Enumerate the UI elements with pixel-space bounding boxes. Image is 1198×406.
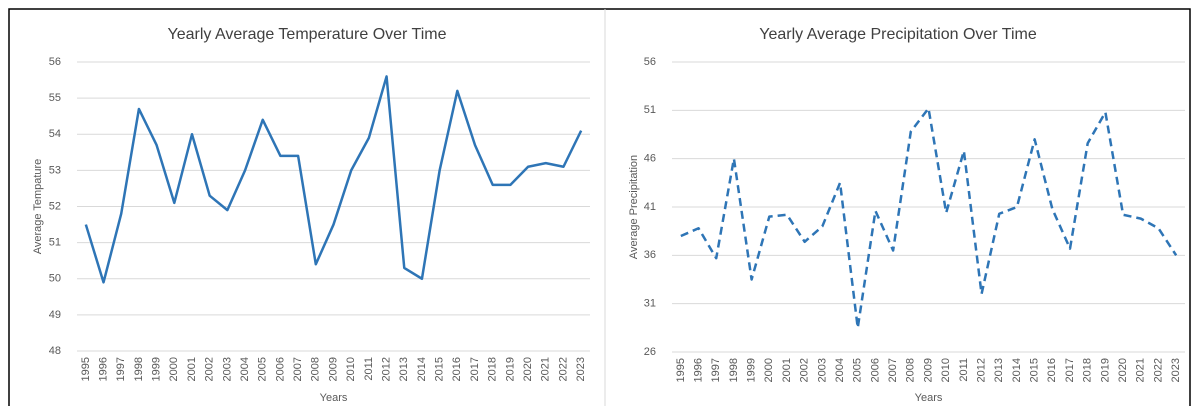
x-tick-label: 2013 — [398, 357, 410, 381]
y-axis-title: Average Precipitation — [628, 155, 640, 259]
x-tick-label: 2002 — [799, 358, 811, 382]
x-tick-label: 2023 — [575, 357, 587, 381]
x-tick-label: 2004 — [834, 358, 846, 382]
x-axis-title: Years — [320, 392, 348, 404]
x-tick-label: 2018 — [1082, 358, 1094, 382]
x-tick-label: 2017 — [1064, 358, 1076, 382]
x-tick-label: 2012 — [380, 357, 392, 381]
x-tick-label: 2021 — [540, 357, 552, 381]
x-tick-label: 2021 — [1135, 358, 1147, 382]
chart-title: Yearly Average Temperature Over Time — [168, 26, 447, 43]
x-tick-label: 2010 — [345, 357, 357, 381]
frame — [8, 8, 1191, 406]
data-line — [84, 75, 583, 284]
y-tick-label: 48 — [49, 345, 61, 357]
x-tick-label: 2002 — [204, 357, 216, 381]
x-tick-label: 2003 — [221, 357, 233, 381]
y-tick-label: 36 — [644, 249, 656, 261]
x-tick-label: 2017 — [469, 357, 481, 381]
x-tick-label: 2019 — [504, 357, 516, 381]
y-tick-label: 49 — [49, 309, 61, 321]
x-tick-label: 1997 — [115, 357, 127, 381]
x-tick-label: 2014 — [1011, 358, 1023, 382]
y-tick-label: 55 — [49, 92, 61, 104]
x-tick-label: 1996 — [97, 357, 109, 381]
x-tick-label: 2007 — [887, 358, 899, 382]
x-tick-label: 2001 — [186, 357, 198, 381]
x-tick-label: 2010 — [940, 358, 952, 382]
y-tick-label: 56 — [644, 56, 656, 68]
x-tick-label: 1998 — [133, 357, 145, 381]
x-tick-label: 2003 — [816, 358, 828, 382]
chart-title: Yearly Average Precipitation Over Time — [759, 26, 1037, 43]
x-tick-label: 2008 — [905, 358, 917, 382]
x-tick-label: 2016 — [1046, 358, 1058, 382]
x-tick-label: 2013 — [993, 358, 1005, 382]
x-tick-label: 2019 — [1099, 358, 1111, 382]
x-tick-label: 2023 — [1170, 358, 1182, 382]
x-tick-label: 2016 — [451, 357, 463, 381]
x-tick-label: 2015 — [434, 357, 446, 381]
x-tick-label: 2000 — [763, 358, 775, 382]
x-tick-label: 1999 — [151, 357, 163, 381]
x-tick-label: 2012 — [975, 358, 987, 382]
y-tick-label: 50 — [49, 273, 61, 285]
y-axis-title: Average Tempature — [32, 159, 44, 255]
y-tick-label: 31 — [644, 298, 656, 310]
data-line — [680, 107, 1178, 330]
y-tick-label: 56 — [49, 56, 61, 68]
x-tick-label: 2011 — [958, 358, 970, 382]
x-tick-label: 1995 — [675, 358, 687, 382]
x-tick-label: 2015 — [1029, 358, 1041, 382]
x-tick-label: 2014 — [416, 357, 428, 381]
x-tick-label: 2007 — [292, 357, 304, 381]
x-tick-label: 1999 — [746, 358, 758, 382]
x-tick-label: 2009 — [327, 357, 339, 381]
y-tick-label: 51 — [49, 237, 61, 249]
x-tick-label: 1998 — [728, 358, 740, 382]
x-tick-label: 2008 — [310, 357, 322, 381]
x-tick-label: 2004 — [239, 357, 251, 381]
x-tick-label: 2006 — [869, 358, 881, 382]
x-tick-label: 2018 — [487, 357, 499, 381]
x-tick-label: 2001 — [781, 358, 793, 382]
y-tick-label: 52 — [49, 200, 61, 212]
x-tick-label: 2005 — [257, 357, 269, 381]
y-tick-label: 53 — [49, 164, 61, 176]
x-tick-label: 1995 — [80, 357, 92, 381]
x-tick-label: 2022 — [1152, 358, 1164, 382]
x-tick-label: 2022 — [557, 357, 569, 381]
x-tick-label: 2020 — [522, 357, 534, 381]
x-tick-label: 1997 — [710, 358, 722, 382]
x-tick-label: 2000 — [168, 357, 180, 381]
x-tick-label: 2020 — [1117, 358, 1129, 382]
y-tick-label: 26 — [644, 346, 656, 358]
y-tick-label: 46 — [644, 153, 656, 165]
x-tick-label: 2005 — [852, 358, 864, 382]
x-tick-label: 2011 — [363, 357, 375, 381]
x-axis-title: Years — [915, 392, 943, 404]
x-tick-label: 2009 — [922, 358, 934, 382]
x-tick-label: 1996 — [692, 358, 704, 382]
y-tick-label: 51 — [644, 104, 656, 116]
y-tick-label: 54 — [49, 128, 61, 140]
x-tick-label: 2006 — [274, 357, 286, 381]
y-tick-label: 41 — [644, 201, 656, 213]
